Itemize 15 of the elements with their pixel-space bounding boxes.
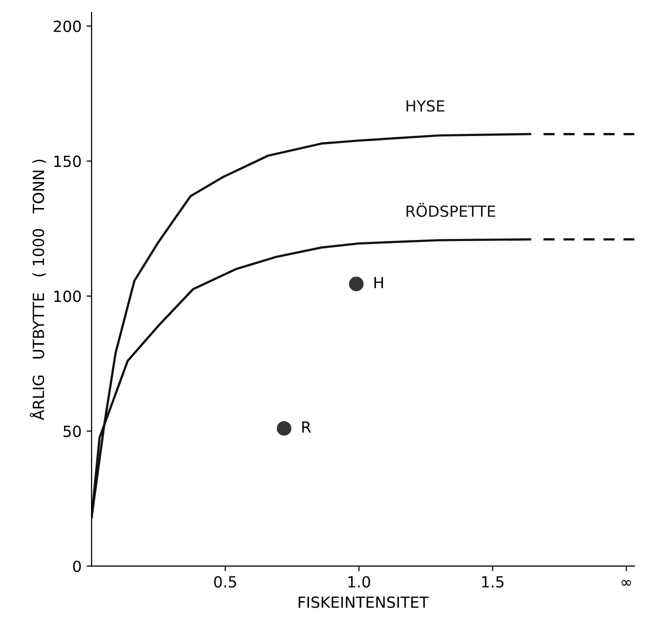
series-label: HYSE — [406, 100, 444, 112]
annotation: H — [374, 277, 383, 288]
y-tick-label: 200 — [54, 20, 81, 32]
y-axis-title: ÅRLIG UTBYTTE ( 1000 TONN ) — [30, 160, 46, 420]
y-tick-label: 0 — [73, 560, 81, 572]
x-tick-label: 0.5 — [214, 576, 236, 588]
x-tick-label: 1.0 — [348, 576, 370, 588]
series-label: RÖDSPETTE — [406, 202, 496, 217]
annotation: R — [302, 421, 311, 433]
y-tick-label: 50 — [64, 426, 81, 438]
x-axis-title: FISKEINTENSITET — [298, 596, 429, 608]
x-tick-label: ∞ — [622, 580, 632, 586]
x-tick-label: 1.5 — [482, 576, 504, 588]
y-tick-label: 150 — [54, 156, 81, 168]
y-tick-label: 100 — [54, 290, 81, 302]
